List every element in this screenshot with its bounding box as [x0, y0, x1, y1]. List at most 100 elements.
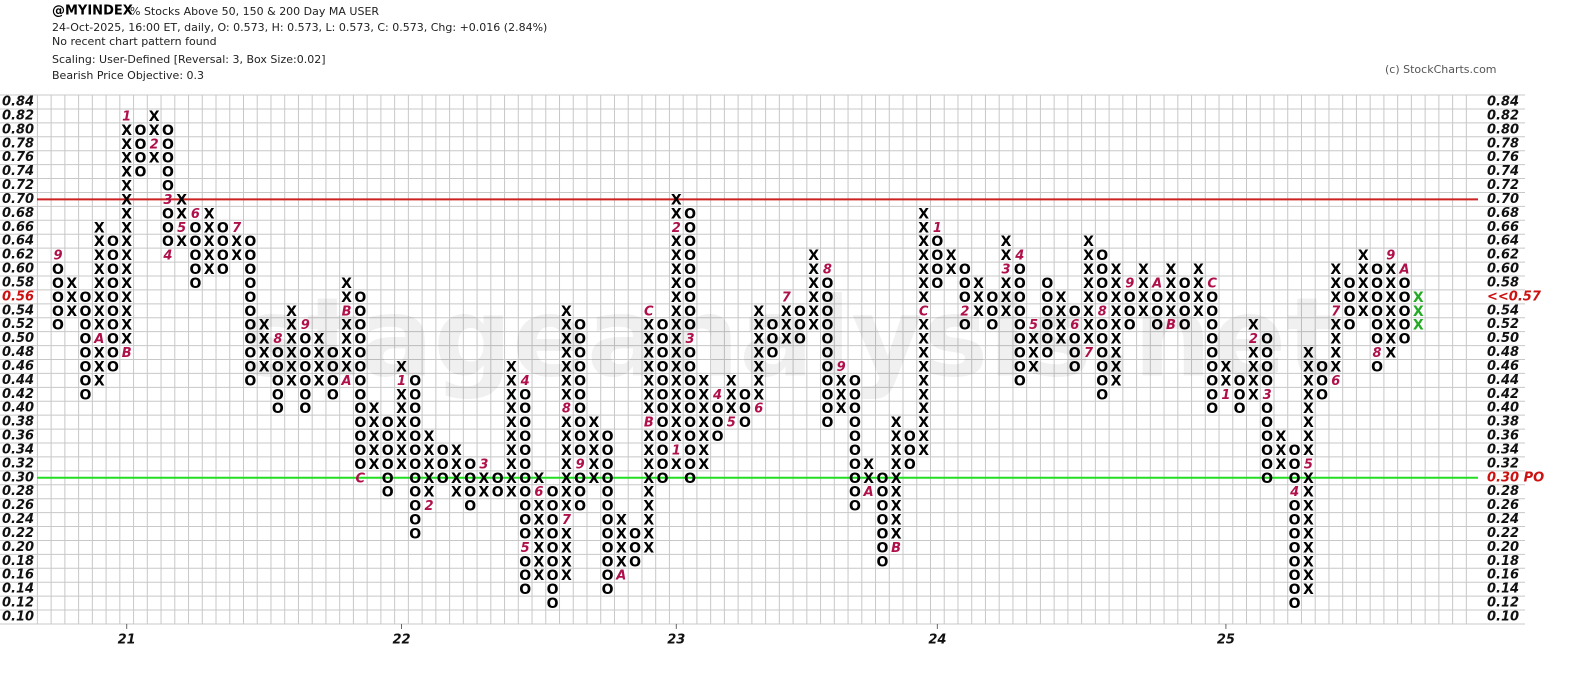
x-box: X — [753, 318, 764, 334]
x-box: X — [891, 526, 902, 542]
o-box: O — [1289, 471, 1301, 487]
x-box: X — [891, 415, 902, 431]
x-box: X — [561, 471, 572, 487]
o-box: O — [794, 332, 806, 348]
y-tick-label-left: 0.74 — [2, 164, 34, 179]
x-box: X — [506, 443, 517, 459]
x-box: X — [1330, 359, 1341, 375]
o-box: O — [519, 387, 531, 403]
x-box: X — [1303, 359, 1314, 375]
o-box: O — [299, 373, 311, 389]
x-box: X — [863, 471, 874, 487]
pnf-column: XX7 — [231, 221, 242, 264]
x-box: X — [1303, 568, 1314, 584]
month-marker: 6 — [1070, 318, 1079, 333]
x-box: X — [396, 443, 407, 459]
month-marker: A — [1151, 276, 1162, 291]
x-box: X — [534, 540, 545, 556]
x-box: X — [369, 457, 380, 473]
x-box: X — [506, 471, 517, 487]
x-box: X — [781, 332, 792, 348]
x-box: X — [259, 332, 270, 348]
o-box: O — [244, 373, 256, 389]
x-box: X — [1358, 276, 1369, 292]
grid — [0, 94, 1525, 625]
pnf-column: OOO — [904, 429, 916, 473]
month-marker: 4 — [520, 374, 530, 389]
x-box: X — [424, 457, 435, 473]
x-tick-label: 21 — [118, 633, 136, 648]
o-box: O — [657, 471, 669, 487]
month-marker: 2 — [424, 499, 433, 514]
o-box: O — [244, 276, 256, 292]
x-box: X — [534, 526, 545, 542]
o-box: O — [684, 206, 696, 222]
x-box: X — [918, 332, 929, 348]
o-box: O — [162, 137, 174, 153]
o-box: O — [244, 234, 256, 250]
x-box: X — [121, 192, 132, 208]
o-box: O — [1069, 332, 1081, 348]
o-box: O — [409, 401, 421, 417]
y-tick-label-left: 0.38 — [2, 415, 34, 430]
o-box: O — [437, 443, 449, 459]
x-box: X — [259, 359, 270, 375]
x-box: X — [588, 471, 599, 487]
o-box: O — [821, 318, 833, 334]
x-box: X — [286, 373, 297, 389]
x-box: X — [1111, 332, 1122, 348]
o-box: O — [1069, 359, 1081, 375]
month-marker: C — [356, 471, 366, 486]
o-box: O — [602, 457, 614, 473]
o-box: O — [602, 499, 614, 515]
y-tick-label-right: <<0.57 — [1487, 289, 1542, 304]
x-box: X — [671, 304, 682, 320]
x-box: X — [643, 318, 654, 334]
o-box: O — [657, 429, 669, 445]
o-box: O — [437, 457, 449, 473]
x-box: X — [1083, 234, 1094, 250]
x-box: X — [643, 485, 654, 501]
x-box: X — [534, 471, 545, 487]
x-box: X — [396, 401, 407, 417]
o-box: O — [409, 513, 421, 529]
x-box: X — [561, 485, 572, 501]
y-tick-label-left: 0.16 — [2, 568, 34, 583]
o-box: O — [1096, 262, 1108, 278]
x-box: X — [753, 387, 764, 403]
y-tick-label-left: 0.58 — [2, 275, 34, 290]
x-box: X — [424, 471, 435, 487]
o-box: O — [1014, 304, 1026, 320]
y-tick-label-right: 0.50 — [1487, 331, 1519, 346]
x-box: X — [561, 304, 572, 320]
o-box: O — [849, 429, 861, 445]
x-box: X — [1303, 499, 1314, 515]
x-box: X — [698, 387, 709, 403]
o-box: O — [354, 373, 366, 389]
index-name: % Stocks Above 50, 150 & 200 Day MA USER — [130, 5, 379, 18]
month-marker: C — [919, 304, 929, 319]
x-box: X — [1385, 318, 1396, 334]
x-box: X — [1385, 276, 1396, 292]
y-tick-label-right: 0.18 — [1487, 554, 1519, 569]
x-box: X — [588, 457, 599, 473]
x-box: X — [204, 220, 215, 236]
x-box: X — [1083, 262, 1094, 278]
o-box: O — [1399, 332, 1411, 348]
x-box: X — [781, 318, 792, 334]
o-box: O — [657, 373, 669, 389]
x-box: X — [698, 457, 709, 473]
x-box: X — [1275, 429, 1286, 445]
x-box: X — [671, 276, 682, 292]
x-box: X — [424, 443, 435, 459]
